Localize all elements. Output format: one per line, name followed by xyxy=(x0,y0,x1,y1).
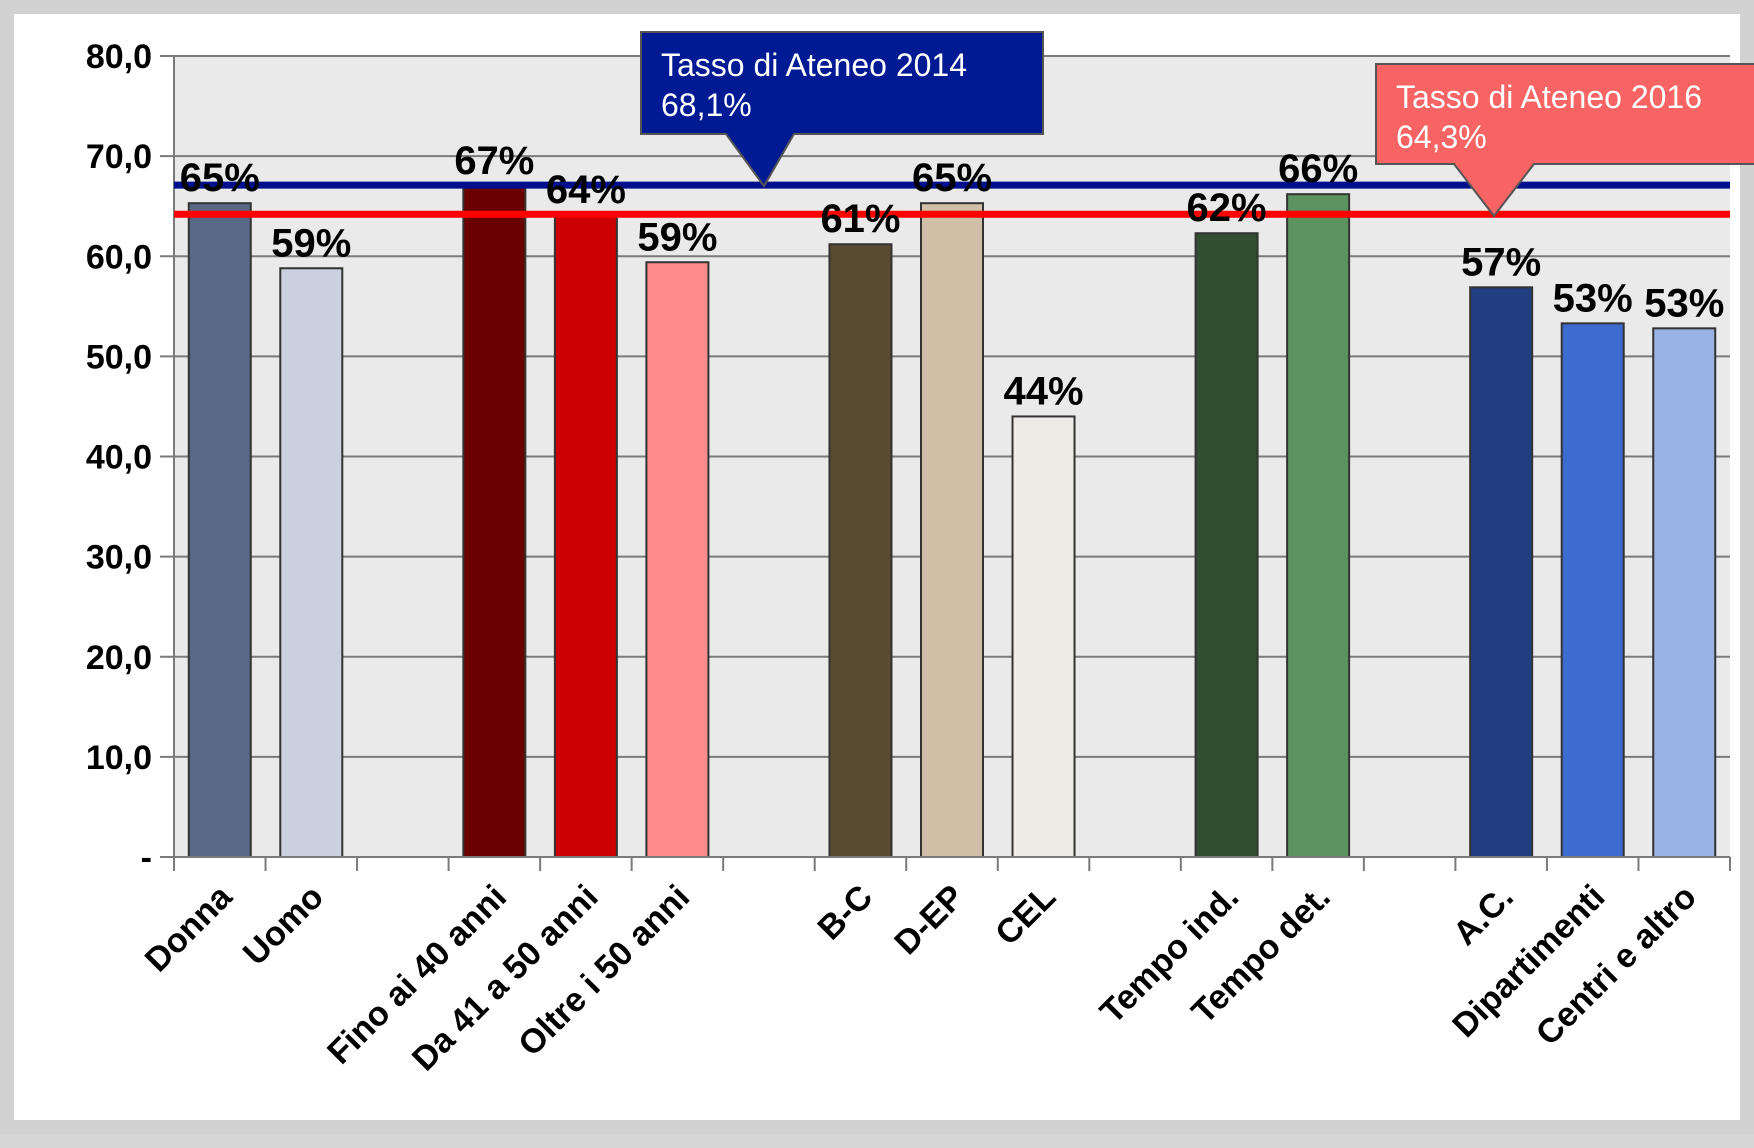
bar xyxy=(553,214,618,859)
y-tick-label: 60,0 xyxy=(86,238,152,276)
data-label: 66% xyxy=(1278,147,1358,191)
reference-callout-label: Tasso di Ateneo 2014 xyxy=(661,47,967,83)
reference-callout-box xyxy=(1375,63,1754,218)
y-tick-label: 80,0 xyxy=(86,38,152,76)
bars xyxy=(187,185,1717,859)
y-tick-label: 20,0 xyxy=(86,639,152,677)
x-tick-label: A.C. xyxy=(1446,878,1521,953)
bar-chart: - 10,0 20,0 30,0 40,0 50,0 60,0 70,0 80,0 DonnaU… xyxy=(86,31,1754,1078)
y-tick-label: 30,0 xyxy=(86,539,152,577)
bar xyxy=(1469,286,1534,858)
data-label: 53% xyxy=(1553,276,1633,320)
y-tick-label: 10,0 xyxy=(86,739,152,777)
x-tick-label: Centri e altro xyxy=(1529,878,1704,1053)
y-tick-label: - xyxy=(141,839,152,877)
y-tick-label: 50,0 xyxy=(86,338,152,376)
bar xyxy=(920,202,984,858)
bar xyxy=(828,243,893,859)
data-label: 57% xyxy=(1461,240,1541,284)
bar xyxy=(462,185,527,859)
x-tick-label: CEL xyxy=(988,878,1063,953)
y-tick-label: 70,0 xyxy=(86,138,152,176)
data-label: 59% xyxy=(271,221,351,265)
reference-callout-label: Tasso di Ateneo 2016 xyxy=(1396,79,1702,115)
reference-callout-value: 64,3% xyxy=(1396,119,1487,155)
data-label: 61% xyxy=(820,197,900,241)
bar xyxy=(1652,327,1717,858)
bar xyxy=(279,267,344,858)
reference-lines: Tasso di Ateneo 2014 68,1% Tasso di Ateneo… xyxy=(174,31,1754,218)
data-labels: 65%59%67%64%59% 61%65%44%62%66%57%53% 53% xyxy=(180,139,1725,413)
data-label: 64% xyxy=(546,168,626,212)
reference-callout-box xyxy=(640,31,1044,188)
bar xyxy=(187,202,252,858)
bar xyxy=(1011,415,1076,858)
x-tick-label: B-C xyxy=(811,878,881,948)
bar xyxy=(1560,322,1625,858)
axes xyxy=(160,55,1731,871)
x-tick-label: Donna xyxy=(138,877,240,979)
data-label: 59% xyxy=(637,215,717,259)
bar xyxy=(1194,232,1259,858)
bar xyxy=(645,261,710,858)
x-tick-label: D-EP xyxy=(887,878,971,962)
data-label: 65% xyxy=(180,156,260,200)
data-label: 67% xyxy=(454,139,534,183)
x-tick-label: Uomo xyxy=(236,878,331,973)
data-label: 62% xyxy=(1187,186,1267,230)
data-label: 44% xyxy=(1003,369,1083,413)
y-axis-tick-labels: - 10,0 20,0 30,0 40,0 50,0 60,0 70,0 80,0 xyxy=(86,38,152,877)
data-label: 53% xyxy=(1644,281,1724,325)
data-label: 65% xyxy=(912,156,992,200)
bar xyxy=(1286,193,1351,859)
reference-callout-value: 68,1% xyxy=(661,87,752,123)
y-tick-label: 40,0 xyxy=(86,439,152,477)
